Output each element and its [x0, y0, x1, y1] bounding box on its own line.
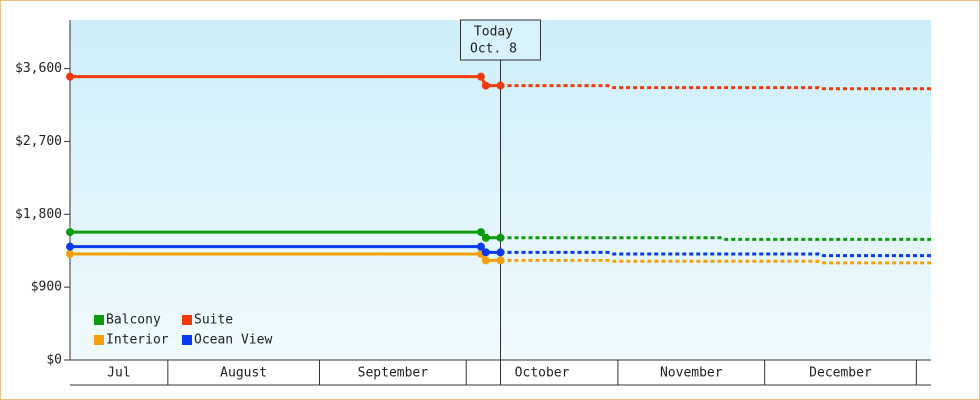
price-point: [66, 228, 74, 237]
y-tick-label: $0: [46, 353, 62, 368]
price-point: [66, 249, 74, 258]
x-tick-label: November: [660, 366, 723, 381]
price-line: [70, 252, 501, 262]
today-box: [460, 19, 541, 61]
price-point: [496, 81, 505, 90]
x-tick-label: August: [220, 366, 267, 381]
legend-swatch: [94, 315, 104, 325]
price-point: [481, 248, 490, 257]
y-tick-label: $900: [31, 280, 62, 295]
price-point: [476, 72, 485, 81]
price-point: [496, 248, 505, 257]
legend-swatch: [182, 335, 192, 345]
price-point: [496, 233, 505, 242]
y-tick-label: $2,700: [15, 134, 62, 149]
today-label: Today: [474, 25, 513, 40]
x-tick-label: Jul: [107, 366, 130, 381]
price-point: [496, 256, 505, 265]
x-tick-label: October: [515, 366, 570, 381]
legend-swatch: [182, 315, 192, 325]
price-point: [476, 242, 485, 251]
y-tick-label: $3,600: [15, 61, 62, 76]
legend-label: Balcony: [106, 313, 161, 328]
legend-label: Ocean View: [194, 333, 272, 348]
price-point: [476, 228, 485, 237]
price-point: [66, 72, 74, 81]
price-line: [70, 75, 501, 88]
x-tick-label: September: [358, 366, 429, 381]
today-date: Oct. 8: [470, 42, 517, 57]
legend-label: Interior: [106, 333, 169, 348]
y-tick-label: $1,800: [15, 207, 62, 222]
legend-swatch: [94, 335, 104, 345]
price-point: [481, 81, 490, 90]
x-tick-label: December: [809, 366, 872, 381]
price-point: [481, 256, 490, 265]
price-point: [481, 233, 490, 242]
legend-label: Suite: [194, 313, 233, 328]
price-point: [66, 242, 74, 251]
